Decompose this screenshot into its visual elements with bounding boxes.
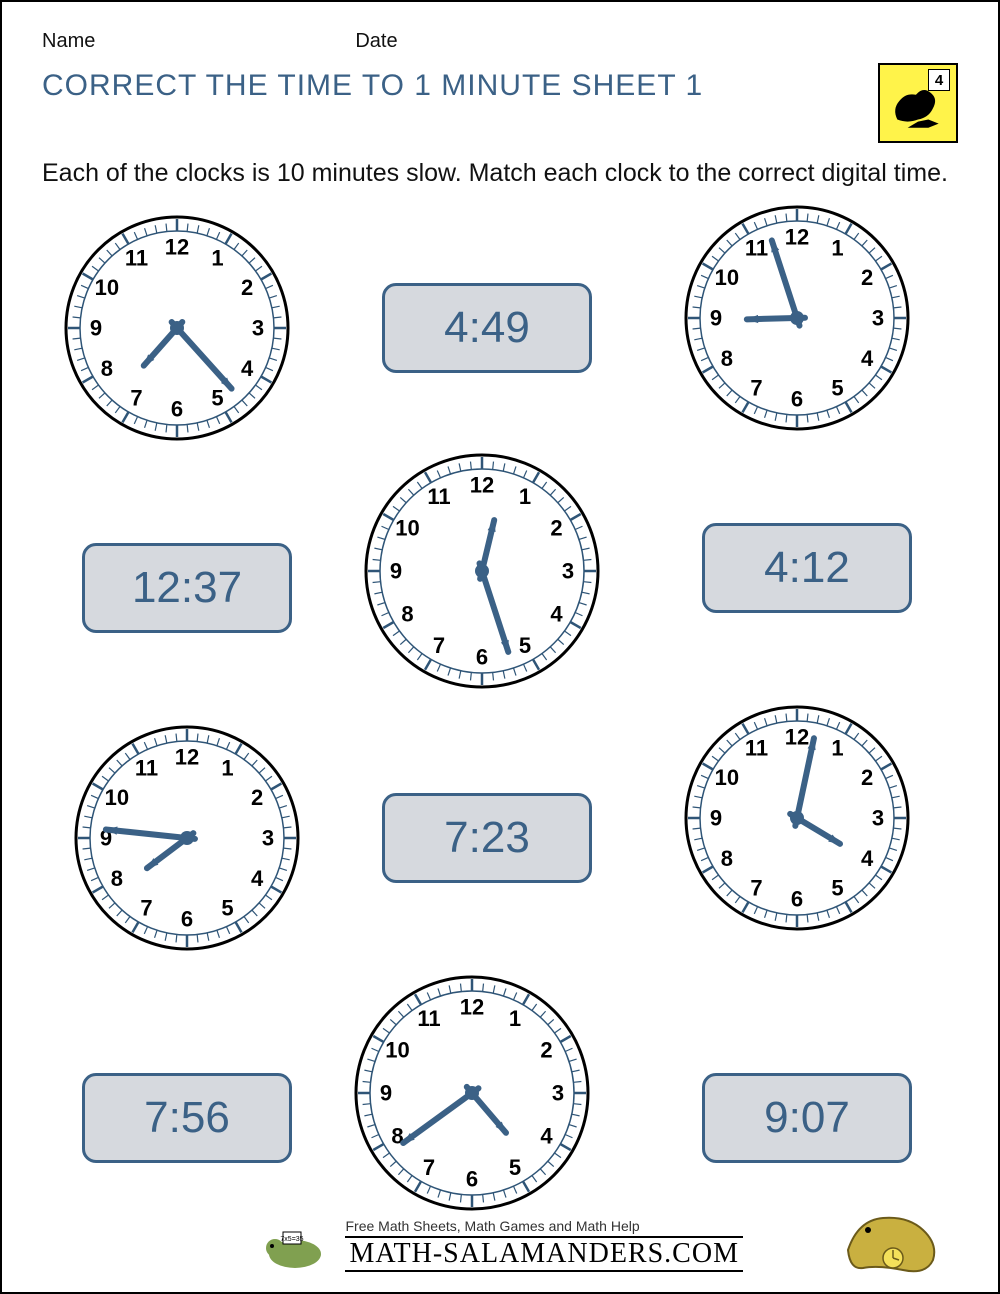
- svg-text:6: 6: [466, 1166, 478, 1191]
- svg-text:4: 4: [861, 346, 874, 371]
- svg-text:7: 7: [750, 875, 762, 900]
- clock-6: 123456789101112: [352, 973, 592, 1213]
- svg-text:2: 2: [861, 265, 873, 290]
- instructions: Each of the clocks is 10 minutes slow. M…: [42, 157, 958, 191]
- svg-text:8: 8: [721, 846, 733, 871]
- svg-text:9: 9: [90, 315, 102, 340]
- svg-text:12: 12: [175, 744, 199, 769]
- svg-text:2: 2: [540, 1037, 552, 1062]
- svg-text:11: 11: [745, 735, 768, 760]
- title-row: CORRECT THE TIME TO 1 MINUTE SHEET 1 4: [42, 63, 958, 143]
- svg-text:3: 3: [262, 825, 274, 850]
- svg-text:9: 9: [710, 305, 722, 330]
- svg-text:3: 3: [252, 315, 264, 340]
- svg-text:4: 4: [861, 846, 874, 871]
- svg-text:2: 2: [251, 785, 263, 810]
- svg-text:7: 7: [423, 1155, 435, 1180]
- svg-text:7: 7: [750, 375, 762, 400]
- clock-4: 123456789101112: [72, 723, 302, 953]
- svg-text:10: 10: [715, 265, 739, 290]
- svg-text:4: 4: [251, 866, 264, 891]
- svg-text:12: 12: [470, 472, 494, 497]
- name-label: Name: [42, 30, 95, 53]
- footer-salamander-icon: 7x5=35: [257, 1222, 337, 1272]
- svg-text:7: 7: [130, 385, 142, 410]
- clock-2: 123456789101112: [682, 203, 912, 433]
- svg-text:4: 4: [241, 356, 254, 381]
- svg-text:2: 2: [241, 275, 253, 300]
- clock-3: 123456789101112: [362, 451, 602, 691]
- svg-text:3: 3: [872, 805, 884, 830]
- svg-text:5: 5: [519, 633, 531, 658]
- digital-5: 7:56: [82, 1073, 292, 1163]
- svg-text:7x5=35: 7x5=35: [280, 1236, 303, 1243]
- svg-text:2: 2: [550, 515, 562, 540]
- worksheet-grid: 123456789101112 123456789101112 12345678…: [42, 203, 958, 1203]
- svg-text:10: 10: [395, 515, 419, 540]
- svg-text:11: 11: [427, 484, 450, 509]
- digital-1: 4:49: [382, 283, 592, 373]
- svg-text:9: 9: [390, 558, 402, 583]
- svg-text:6: 6: [181, 906, 193, 931]
- svg-text:10: 10: [95, 275, 119, 300]
- svg-text:9: 9: [380, 1080, 392, 1105]
- digital-2: 12:37: [82, 543, 292, 633]
- svg-text:6: 6: [791, 886, 803, 911]
- digital-3: 4:12: [702, 523, 912, 613]
- svg-text:6: 6: [791, 386, 803, 411]
- footer-brand: MATH-SALAMANDERS.COM: [345, 1236, 742, 1272]
- svg-text:5: 5: [509, 1155, 521, 1180]
- grade-badge: 4: [878, 63, 958, 143]
- digital-6: 9:07: [702, 1073, 912, 1163]
- svg-text:8: 8: [401, 601, 413, 626]
- svg-text:1: 1: [509, 1006, 521, 1031]
- svg-text:12: 12: [785, 724, 809, 749]
- svg-text:4: 4: [550, 601, 563, 626]
- svg-text:11: 11: [417, 1006, 440, 1031]
- clock-5: 123456789101112: [682, 703, 912, 933]
- svg-text:3: 3: [552, 1080, 564, 1105]
- svg-text:5: 5: [221, 895, 233, 920]
- svg-text:5: 5: [211, 385, 223, 410]
- header: Name Date: [42, 30, 958, 53]
- svg-text:2: 2: [861, 765, 873, 790]
- clock-1: 123456789101112: [62, 213, 292, 443]
- svg-text:1: 1: [211, 245, 223, 270]
- svg-text:1: 1: [221, 755, 233, 780]
- date-label: Date: [355, 30, 397, 53]
- svg-text:1: 1: [831, 735, 843, 760]
- grade-number: 4: [928, 69, 950, 91]
- svg-text:10: 10: [385, 1037, 409, 1062]
- svg-text:6: 6: [171, 396, 183, 421]
- svg-text:8: 8: [101, 356, 113, 381]
- svg-text:3: 3: [562, 558, 574, 583]
- svg-text:7: 7: [140, 895, 152, 920]
- svg-text:8: 8: [721, 346, 733, 371]
- svg-text:8: 8: [111, 866, 123, 891]
- svg-text:10: 10: [715, 765, 739, 790]
- svg-text:11: 11: [135, 755, 158, 780]
- digital-4: 7:23: [382, 793, 592, 883]
- svg-text:11: 11: [125, 245, 148, 270]
- svg-text:7: 7: [433, 633, 445, 658]
- svg-text:12: 12: [785, 224, 809, 249]
- svg-text:12: 12: [165, 234, 189, 259]
- svg-text:1: 1: [831, 235, 843, 260]
- svg-text:9: 9: [710, 805, 722, 830]
- svg-text:11: 11: [745, 235, 768, 260]
- svg-text:12: 12: [460, 994, 484, 1019]
- svg-text:4: 4: [540, 1123, 553, 1148]
- salamander-corner-icon: [838, 1180, 958, 1280]
- svg-text:5: 5: [831, 875, 843, 900]
- svg-text:3: 3: [872, 305, 884, 330]
- footer-tagline: Free Math Sheets, Math Games and Math He…: [345, 1218, 742, 1234]
- svg-text:1: 1: [519, 484, 531, 509]
- svg-text:10: 10: [105, 785, 129, 810]
- page-title: CORRECT THE TIME TO 1 MINUTE SHEET 1: [42, 69, 703, 103]
- svg-text:5: 5: [831, 375, 843, 400]
- svg-text:6: 6: [476, 644, 488, 669]
